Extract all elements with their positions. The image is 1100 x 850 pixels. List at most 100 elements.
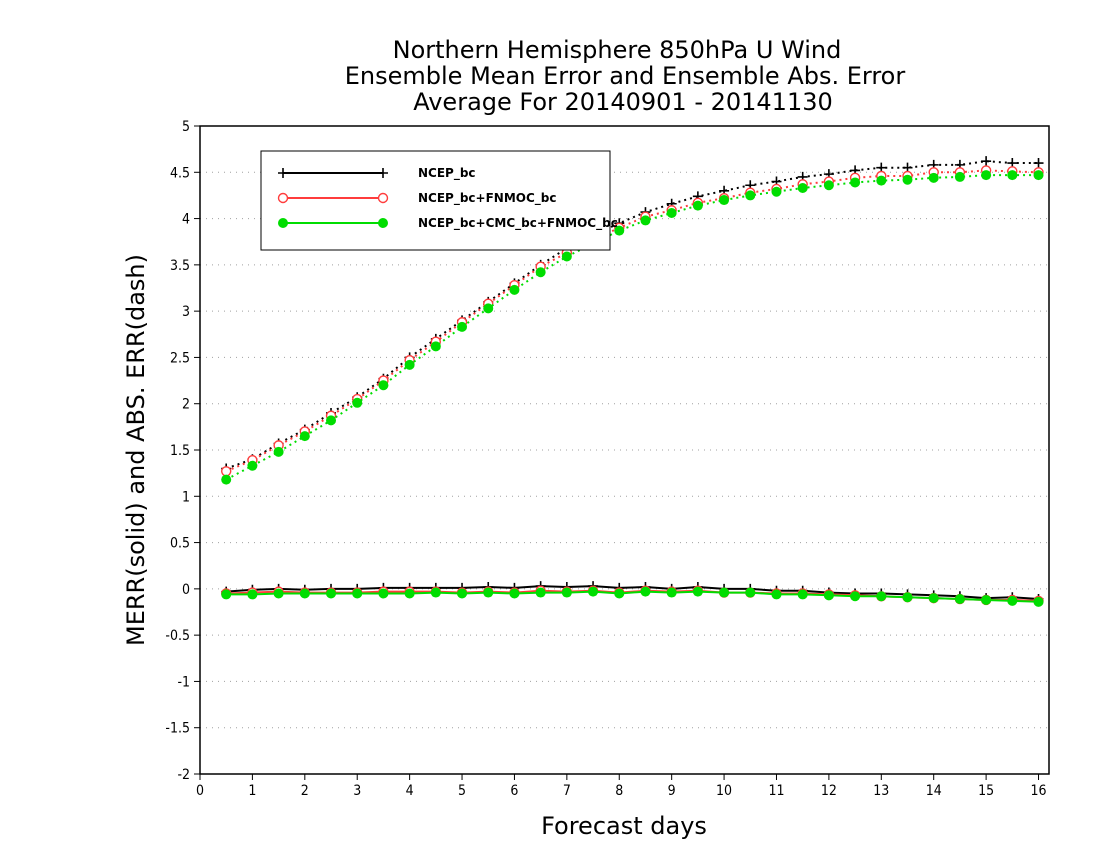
x-tick-label: 16 [1031, 783, 1047, 799]
abs-err-point [981, 156, 992, 167]
abs-err-point [797, 183, 808, 194]
abs-err-point [430, 341, 441, 352]
merr-point [745, 587, 756, 598]
x-tick-label: 1 [248, 783, 256, 799]
merr-point [1007, 595, 1018, 606]
legend-entry: NCEP_bc+FNMOC_bc [277, 191, 557, 206]
abs-err-point [954, 171, 965, 182]
merr-point [326, 588, 337, 599]
legend-entry: NCEP_bc+CMC_bc+FNMOC_bc [278, 216, 618, 231]
merr-point [352, 588, 363, 599]
y-tick-label: -0.5 [165, 628, 190, 644]
merr-point [221, 589, 232, 600]
abs-err-point [850, 177, 861, 188]
chart-title: Northern Hemisphere 850hPa U Wind Ensemb… [345, 36, 906, 116]
x-tick-label: 3 [353, 783, 361, 799]
x-axis-label: Forecast days [541, 812, 707, 840]
abs-err-point [299, 431, 310, 442]
x-tick-label: 6 [510, 783, 518, 799]
y-tick-label: 0 [182, 582, 190, 598]
y-tick-label: 3 [182, 304, 190, 320]
merr-point [509, 588, 520, 599]
merr-line [226, 590, 1039, 603]
legend-swatch-marker [378, 168, 388, 178]
x-tick-label: 13 [873, 783, 889, 799]
x-tick-label: 2 [301, 783, 309, 799]
y-tick-label: -2 [177, 767, 190, 783]
abs-err-point [561, 251, 572, 262]
x-tick-label: 8 [615, 783, 623, 799]
legend-swatch-marker [277, 192, 289, 204]
y-tick-label: 0.5 [170, 536, 190, 552]
y-tick-label: 5 [182, 119, 190, 135]
legend-label: NCEP_bc [418, 166, 476, 181]
merr-point [561, 587, 572, 598]
x-axis: 0 1 2 3 4 5 6 7 8 9 10 11 12 13 14 15 16 [196, 774, 1047, 799]
y-tick-label: -1.5 [165, 721, 190, 737]
x-tick-label: 4 [406, 783, 414, 799]
merr-point [823, 590, 834, 601]
abs-err-point [457, 321, 468, 332]
title-line-3: Average For 20140901 - 20141130 [413, 88, 833, 116]
y-axis: -2 -1.5 -1 -0.5 0 0.5 1 1.5 2 2.5 3 3.5 4 4.5 5 [165, 119, 200, 783]
merr-point [404, 588, 415, 599]
y-tick-label: 3.5 [170, 258, 190, 274]
y-tick-label: 2 [182, 397, 190, 413]
x-tick-label: 0 [196, 783, 204, 799]
abs-err-point [745, 190, 756, 201]
legend-label: NCEP_bc+FNMOC_bc [418, 191, 557, 206]
merr-point [430, 587, 441, 598]
abs-err-point [404, 359, 415, 370]
merr-point [299, 588, 310, 599]
x-tick-label: 11 [768, 783, 784, 799]
abs-err-point [614, 225, 625, 236]
merr-point [247, 589, 258, 600]
abs-err-point [876, 175, 887, 186]
legend-swatch-marker [278, 168, 288, 178]
merr-point [850, 591, 861, 602]
grid-lines [200, 171, 1049, 729]
legend-swatch-marker [378, 218, 388, 228]
legend-label: NCEP_bc+CMC_bc+FNMOC_bc [418, 216, 618, 231]
legend-entry: NCEP_bc [278, 166, 476, 181]
abs-err-point [902, 174, 913, 185]
abs-err-line [225, 174, 1039, 481]
x-tick-label: 12 [821, 783, 837, 799]
merr-point [981, 594, 992, 605]
legend-entries: NCEP_bc NCEP_bc+FNMOC_bc NCEP_bc+CMC_bc+FN… [277, 166, 618, 231]
merr-point [378, 588, 389, 599]
merr-point [588, 586, 599, 597]
abs-err-point [509, 284, 520, 295]
abs-err-point [719, 195, 730, 206]
abs-err-point [666, 208, 677, 219]
merr-point [771, 589, 782, 600]
merr-point [954, 594, 965, 605]
x-tick-label: 7 [563, 783, 571, 799]
abs-err-point [378, 380, 389, 391]
abs-err-point [823, 180, 834, 191]
merr-point [876, 591, 887, 602]
merr-point [719, 587, 730, 598]
abs-err-point [221, 474, 232, 485]
legend-swatch-marker [377, 192, 389, 204]
x-tick-label: 15 [978, 783, 994, 799]
y-tick-label: 2.5 [170, 350, 190, 366]
abs-err-point [273, 446, 284, 457]
legend: NCEP_bc NCEP_bc+FNMOC_bc NCEP_bc+CMC_bc+FN… [260, 150, 618, 251]
merr-point [640, 586, 651, 597]
merr-point [692, 586, 703, 597]
merr-point [614, 588, 625, 599]
abs-err-point [352, 397, 363, 408]
y-tick-label: 4.5 [170, 165, 190, 181]
abs-err-point [247, 460, 258, 471]
title-line-2: Ensemble Mean Error and Ensemble Abs. Er… [345, 62, 906, 90]
abs-err-point [326, 415, 337, 426]
y-tick-label: 1.5 [170, 443, 190, 459]
abs-err-point [640, 215, 651, 226]
y-tick-label: -1 [177, 674, 190, 690]
abs-err-point [483, 303, 494, 314]
x-tick-label: 10 [716, 783, 732, 799]
merr-point [1033, 596, 1044, 607]
abs-err-point [692, 200, 703, 211]
